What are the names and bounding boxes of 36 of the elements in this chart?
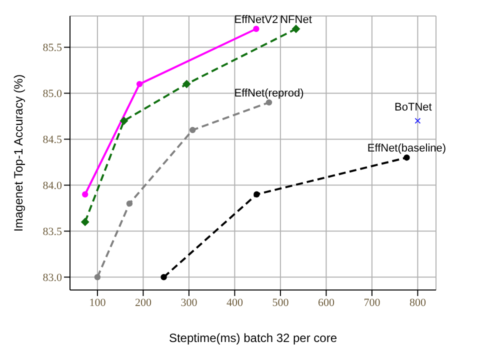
series-label: EffNetV2 <box>234 14 278 26</box>
point <box>81 218 90 226</box>
point <box>126 200 133 207</box>
point <box>404 154 410 161</box>
y-tick-label: 84.0 <box>42 180 62 192</box>
point <box>190 126 196 134</box>
x-axis-title: Steptime(ms) batch 32 per core <box>168 331 338 345</box>
x-tick-label: 500 <box>272 296 290 309</box>
y-tick-label: 85.5 <box>42 42 62 54</box>
series-label: EffNet(reprod) <box>234 87 304 100</box>
point <box>182 80 191 88</box>
series-label: BoTNet <box>394 101 432 114</box>
point <box>160 274 167 280</box>
point <box>253 26 260 32</box>
x-tick-label: 700 <box>364 296 381 309</box>
x-tick-label: 300 <box>180 296 198 309</box>
y-tick-label: 83.0 <box>42 272 62 284</box>
point <box>94 274 101 280</box>
point <box>254 191 260 198</box>
y-axis-title: Imagenet Top-1 Accuracy (%) <box>11 74 26 232</box>
point <box>82 191 88 198</box>
point <box>414 118 421 124</box>
y-tick-label: 84.5 <box>42 134 62 146</box>
point <box>136 80 143 88</box>
x-tick-label: 200 <box>134 296 152 309</box>
point <box>266 99 272 106</box>
x-tick-label: 400 <box>226 296 244 309</box>
x-tick-label: 100 <box>89 296 106 309</box>
point <box>292 24 300 33</box>
y-tick-label: 83.5 <box>42 226 62 238</box>
series-label: NFNet <box>280 14 312 26</box>
point <box>120 116 128 125</box>
x-tick-label: 800 <box>409 296 426 309</box>
x-tick-label: 600 <box>318 296 335 309</box>
y-tick-label: 85.0 <box>42 88 62 100</box>
series-label: EffNet(baseline) <box>367 142 446 155</box>
